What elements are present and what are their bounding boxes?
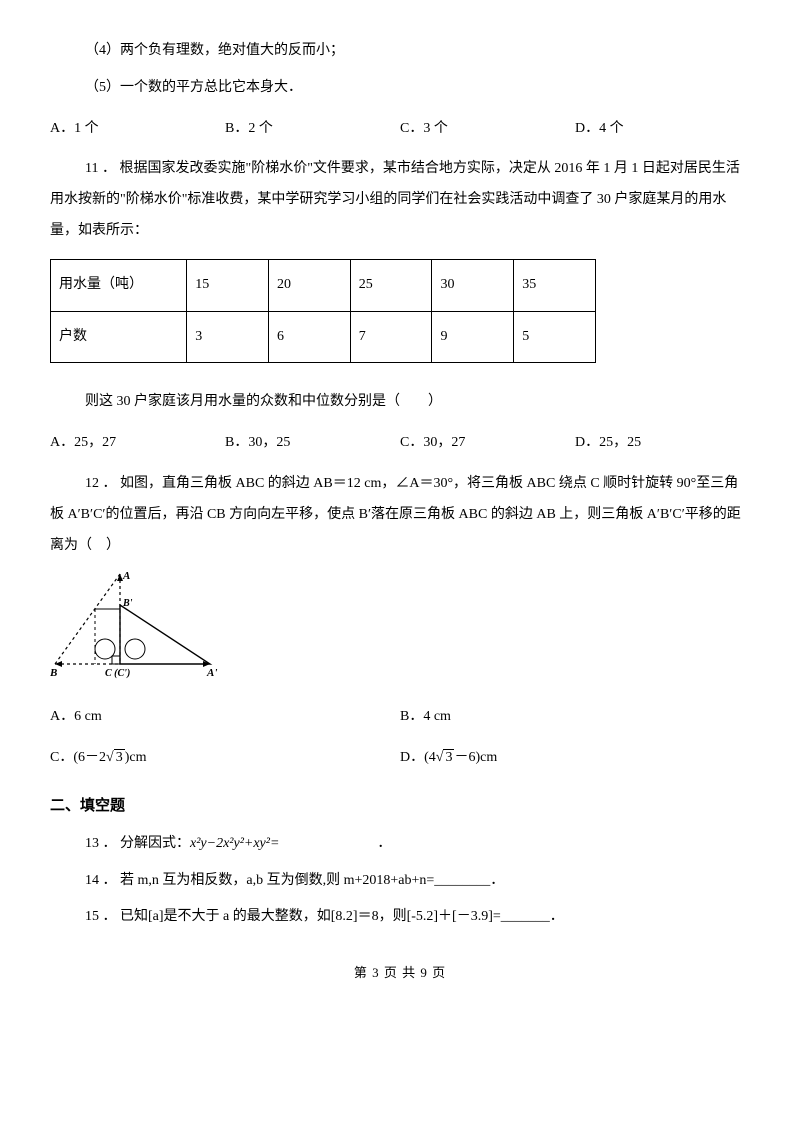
q11-stem: 11 ． 根据国家发改委实施"阶梯水价"文件要求，某市结合地方实际，决定从 20…: [50, 154, 750, 246]
triangle-diagram-icon: A B' B C (C') A': [50, 569, 225, 679]
option-b: B．30，25: [225, 428, 400, 459]
section-fill-blank: 二、填空题: [50, 790, 750, 823]
svg-text:B': B': [122, 598, 133, 609]
option-a: A．6 cm: [50, 702, 400, 733]
q10-options: A．1 个 B．2 个 C．3 个 D．4 个: [50, 114, 750, 145]
option-d-suffix: －6)cm: [454, 750, 497, 765]
option-b: B．2 个: [225, 114, 400, 145]
option-c: C．30，27: [400, 428, 575, 459]
q14: 14 ． 若 m,n 互为相反数，a,b 互为倒数,则 m+2018+ab+n=…: [50, 866, 750, 897]
table-cell: 3: [187, 311, 269, 363]
option-c: C．(6－2√3)cm: [50, 743, 400, 774]
table-row: 用水量（吨） 15 20 25 30 35: [51, 259, 596, 311]
option-a: A．25，27: [50, 428, 225, 459]
sqrt-value: 3: [443, 749, 454, 765]
svg-text:A': A': [206, 667, 217, 679]
option-a: A．1 个: [50, 114, 225, 145]
q12-diagram: A B' B C (C') A': [50, 569, 750, 692]
option-d: D．4 个: [575, 114, 750, 145]
statement-4: （4）两个负有理数，绝对值大的反而小；: [50, 36, 750, 67]
table-cell: 25: [350, 259, 432, 311]
q13: 13 ． 分解因式：x²y−2x²y²+xy²= ．: [50, 829, 750, 860]
q13-expression: x²y−2x²y²+xy²=: [190, 836, 279, 851]
q12-options-row1: A．6 cm B．4 cm: [50, 702, 750, 733]
q11-options: A．25，27 B．30，25 C．30，27 D．25，25: [50, 428, 750, 459]
q13-prefix: 13 ． 分解因式：: [85, 836, 190, 851]
table-header-usage: 用水量（吨）: [51, 259, 187, 311]
option-c-prefix: C．(6－2: [50, 750, 106, 765]
option-c: C．3 个: [400, 114, 575, 145]
q11-table: 用水量（吨） 15 20 25 30 35 户数 3 6 7 9 5: [50, 259, 596, 364]
q12-options-row2: C．(6－2√3)cm D．(4√3－6)cm: [50, 743, 750, 774]
table-cell: 6: [268, 311, 350, 363]
option-c-suffix: )cm: [125, 750, 147, 765]
table-cell: 5: [514, 311, 596, 363]
option-d: D．(4√3－6)cm: [400, 743, 750, 774]
table-cell: 30: [432, 259, 514, 311]
option-d: D．25，25: [575, 428, 750, 459]
option-b: B．4 cm: [400, 702, 750, 733]
svg-text:C (C'): C (C'): [105, 668, 130, 679]
option-d-prefix: D．(4: [400, 750, 436, 765]
table-cell: 15: [187, 259, 269, 311]
q11-follow: 则这 30 户家庭该月用水量的众数和中位数分别是（ ）: [50, 387, 750, 418]
svg-text:A: A: [122, 570, 130, 582]
table-cell: 7: [350, 311, 432, 363]
table-cell: 9: [432, 311, 514, 363]
table-row: 户数 3 6 7 9 5: [51, 311, 596, 363]
q13-blank: ．: [279, 836, 391, 851]
sqrt-value: 3: [114, 749, 125, 765]
table-cell: 35: [514, 259, 596, 311]
statement-5: （5）一个数的平方总比它本身大．: [50, 73, 750, 104]
q12-stem: 12 ． 如图，直角三角板 ABC 的斜边 AB＝12 cm，∠A＝30°，将三…: [50, 469, 750, 561]
q15: 15 ． 已知[a]是不大于 a 的最大整数，如[8.2]＝8，则[-5.2]＋…: [50, 902, 750, 933]
page-footer: 第 3 页 共 9 页: [50, 959, 750, 988]
table-header-count: 户数: [51, 311, 187, 363]
table-cell: 20: [268, 259, 350, 311]
svg-text:B: B: [50, 667, 57, 679]
